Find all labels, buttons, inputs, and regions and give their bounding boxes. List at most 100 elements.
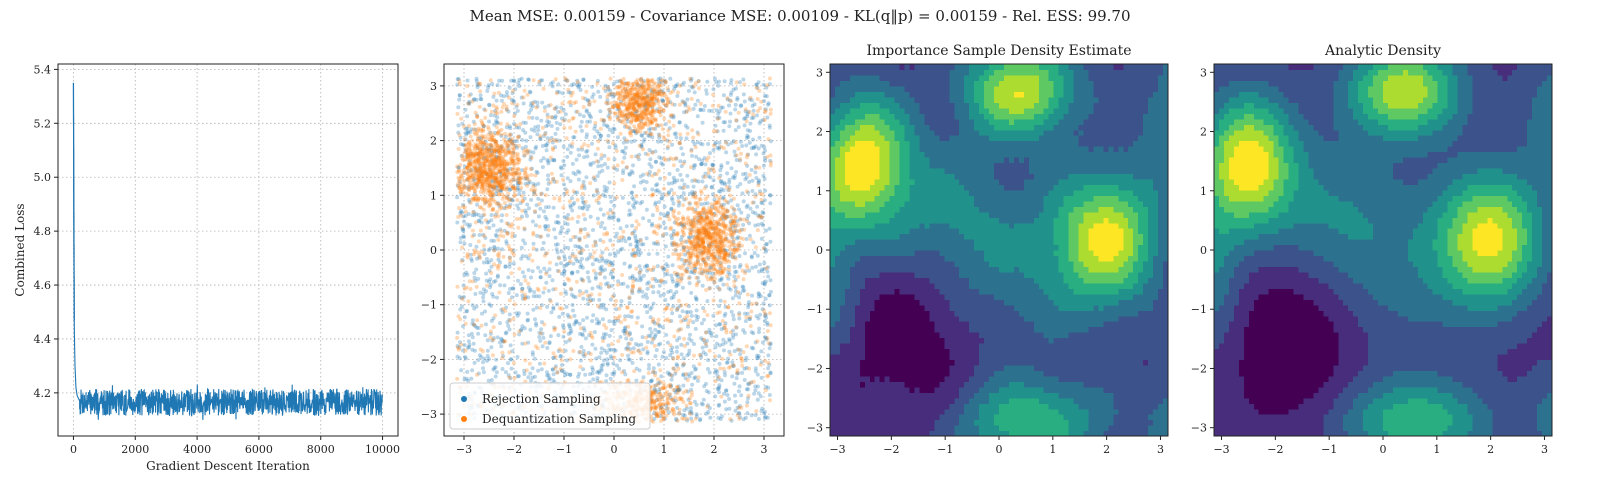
scatter-point	[752, 251, 757, 255]
scatter-point	[758, 362, 763, 367]
scatter-point	[618, 335, 623, 339]
scatter-point	[746, 152, 751, 157]
scatter-point	[721, 220, 726, 225]
scatter-point	[524, 368, 529, 373]
scatter-point	[500, 78, 505, 83]
scatter-point	[661, 411, 666, 416]
scatter-point	[733, 153, 738, 158]
scatter-point	[560, 101, 565, 106]
scatter-point	[496, 238, 501, 242]
scatter-point	[618, 226, 623, 231]
scatter-point	[658, 279, 663, 284]
scatter-point	[610, 101, 615, 106]
scatter-point	[465, 129, 470, 134]
scatter-point	[488, 277, 493, 282]
scatter-point	[576, 85, 581, 90]
scatter-point	[669, 273, 674, 278]
scatter-point	[499, 218, 504, 223]
scatter-point	[534, 203, 539, 208]
scatter-point	[459, 213, 464, 218]
scatter-point	[697, 353, 702, 358]
scatter-point	[580, 333, 585, 338]
scatter-point	[537, 79, 542, 84]
scatter-point	[652, 384, 657, 388]
scatter-point	[608, 195, 613, 199]
scatter-point	[567, 322, 572, 327]
scatter-point	[676, 195, 681, 200]
scatter-point	[511, 177, 516, 182]
scatter-point	[706, 167, 711, 171]
scatter-point	[457, 93, 462, 98]
scatter-point	[590, 286, 595, 291]
scatter-point	[634, 245, 639, 250]
scatter-point	[579, 119, 584, 124]
scatter-point	[581, 348, 586, 353]
scatter-point	[459, 259, 464, 264]
scatter-point	[595, 216, 600, 221]
scatter-point	[725, 274, 729, 279]
scatter-point	[596, 89, 601, 94]
scatter-point	[616, 217, 621, 222]
scatter-point	[566, 228, 571, 233]
scatter-point	[556, 255, 561, 260]
scatter-point	[743, 107, 748, 112]
scatter-point	[577, 238, 582, 243]
scatter-point	[645, 286, 650, 291]
scatter-point	[627, 171, 632, 176]
scatter-point	[555, 370, 560, 375]
scatter-point	[753, 170, 758, 175]
scatter-point	[546, 373, 551, 378]
scatter-point	[706, 277, 710, 282]
scatter-point	[681, 383, 686, 388]
scatter-point	[529, 197, 534, 202]
scatter-point	[748, 95, 753, 100]
scatter-point	[507, 133, 512, 138]
scatter-point	[575, 109, 580, 114]
scatter-point	[766, 274, 771, 279]
scatter-point	[641, 216, 646, 221]
scatter-point	[721, 248, 726, 253]
scatter-point	[664, 403, 669, 408]
scatter-point	[509, 357, 514, 362]
scatter-point	[732, 229, 736, 234]
scatter-point	[532, 356, 537, 361]
scatter-point	[576, 177, 581, 182]
scatter-point	[657, 190, 662, 195]
scatter-point	[528, 327, 533, 332]
scatter-point	[499, 93, 503, 98]
scatter-point	[722, 348, 726, 353]
scatter-point	[473, 348, 477, 353]
scatter-point	[566, 245, 571, 250]
scatter-point	[755, 397, 760, 402]
scatter-point	[504, 239, 509, 244]
scatter-point	[495, 275, 500, 279]
scatter-point	[510, 137, 515, 142]
scatter-point	[474, 244, 479, 249]
scatter-point	[568, 125, 573, 130]
scatter-point	[511, 261, 516, 266]
scatter-point	[711, 92, 716, 97]
scatter-point	[720, 105, 725, 110]
scatter-point	[704, 91, 709, 96]
scatter-point	[497, 192, 502, 197]
scatter-point	[674, 242, 678, 247]
scatter-point	[682, 362, 686, 367]
scatter-point	[584, 257, 589, 262]
scatter-point	[527, 361, 532, 366]
scatter-point	[477, 233, 482, 237]
scatter-point	[740, 370, 745, 375]
scatter-point	[494, 234, 499, 239]
scatter-point	[629, 154, 634, 159]
scatter-point	[753, 211, 758, 216]
scatter-point	[699, 162, 704, 167]
scatter-point	[756, 109, 760, 113]
scatter-point	[738, 182, 743, 186]
scatter-point	[475, 202, 480, 207]
scatter-point	[690, 85, 695, 90]
scatter-point	[534, 105, 539, 110]
scatter-point	[742, 378, 747, 382]
scatter-point	[669, 207, 674, 212]
scatter-point	[481, 299, 486, 304]
scatter-point	[768, 289, 773, 294]
scatter-point	[626, 378, 631, 383]
